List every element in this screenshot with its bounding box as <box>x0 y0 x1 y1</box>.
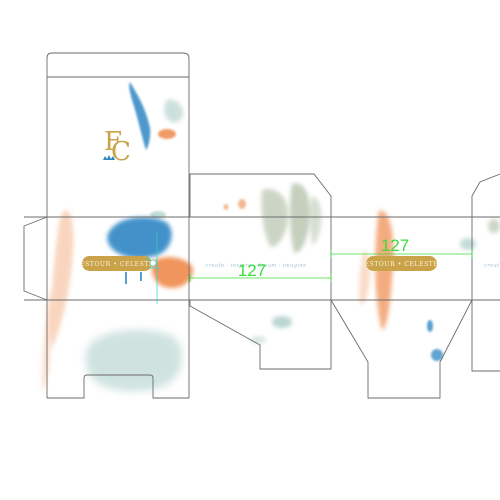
orange-streak-left <box>51 210 74 348</box>
right-bottom-flap[interactable] <box>331 300 472 398</box>
blue-drip-1 <box>125 272 127 284</box>
blue-feather-stroke <box>129 82 150 150</box>
brand-pill-left-label: ESTOUR • CELESTE <box>80 261 154 268</box>
orange-speck-2 <box>224 204 229 210</box>
brand-pill-right-label: ESTOUR • CELESTE <box>365 261 439 268</box>
blue-dot-right-1 <box>427 320 433 332</box>
brand-pill-left[interactable]: ESTOUR • CELESTE <box>80 256 154 271</box>
blue-drip-2 <box>140 272 142 281</box>
mint-dab-center <box>272 316 292 328</box>
dimension-right-value: 127 <box>381 236 409 255</box>
right-top-flap[interactable] <box>472 174 500 217</box>
sage-stroke-3 <box>310 196 322 244</box>
sage-stroke-2 <box>290 183 310 252</box>
mint-wash-bottom <box>86 330 183 392</box>
orange-blob <box>152 257 193 288</box>
glue-flap[interactable] <box>24 217 47 300</box>
mint-wash <box>164 100 183 123</box>
tagline-right: create <box>484 263 500 269</box>
selection-handle-icon[interactable] <box>150 260 156 266</box>
sage-dab-right-edge <box>488 219 500 233</box>
front-top-tuck-flap[interactable] <box>47 53 189 77</box>
brand-monogram: F C <box>103 127 131 167</box>
monogram-letter-c: C <box>111 137 131 167</box>
sage-stroke-1 <box>261 189 288 247</box>
brand-pill-right[interactable]: ESTOUR • CELESTE <box>365 256 439 271</box>
mint-dab-center-2 <box>250 336 266 344</box>
orange-dab <box>158 129 176 139</box>
orange-speck-1 <box>238 199 246 209</box>
dimension-left-value: 127 <box>238 261 266 280</box>
mint-dab-right <box>460 238 476 250</box>
center-bottom-flap[interactable] <box>190 300 331 369</box>
blue-blob <box>107 217 171 258</box>
mint-dab-small <box>150 211 166 219</box>
dimension-right: 127 <box>331 236 472 258</box>
